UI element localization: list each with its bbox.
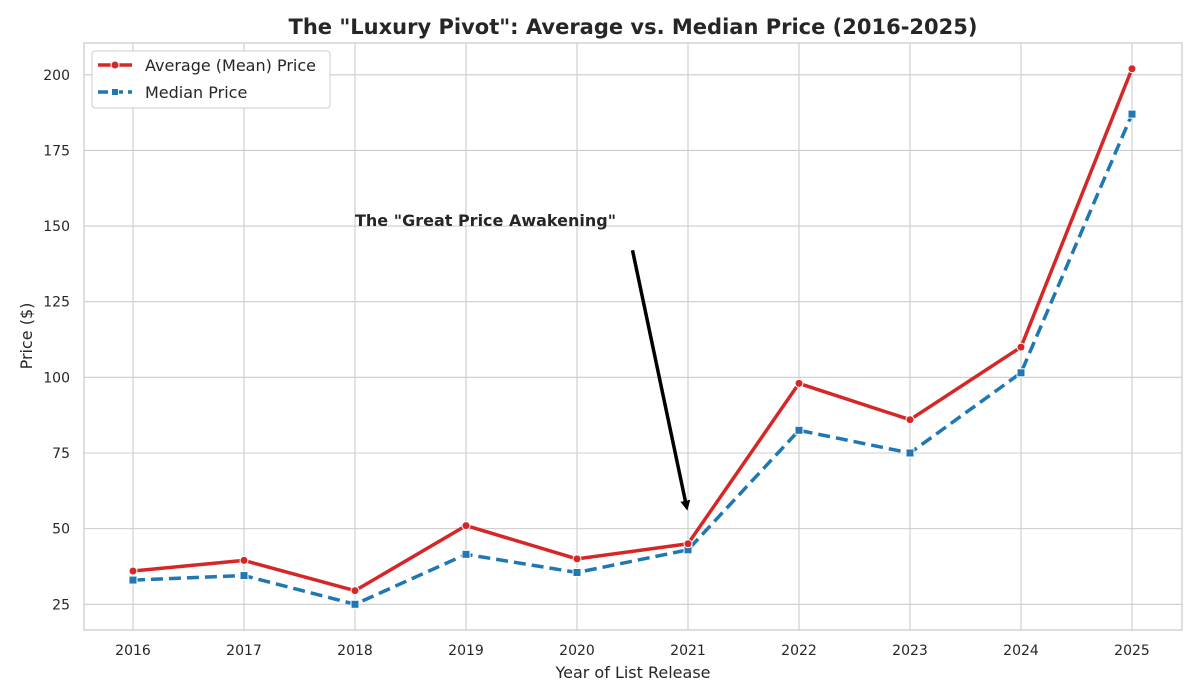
- data-point-average: [239, 555, 249, 565]
- y-tick-label: 100: [43, 370, 70, 386]
- data-point-median: [461, 549, 471, 559]
- x-tick-label: 2018: [337, 643, 373, 659]
- data-point-average: [1127, 64, 1137, 74]
- data-point-median: [239, 571, 249, 581]
- x-tick-label: 2021: [670, 643, 706, 659]
- x-tick-label: 2025: [1114, 643, 1150, 659]
- x-tick-label: 2022: [781, 643, 817, 659]
- y-tick-label: 150: [43, 219, 70, 235]
- plot-frame: [83, 42, 1183, 631]
- data-point-average: [128, 566, 138, 576]
- legend-marker-median: [111, 88, 119, 96]
- y-tick-label: 200: [43, 68, 70, 84]
- x-tick-label: 2020: [559, 643, 595, 659]
- legend-label-average: Average (Mean) Price: [145, 56, 316, 75]
- x-tick-label: 2024: [1003, 643, 1039, 659]
- chart-title: The "Luxury Pivot": Average vs. Median P…: [289, 15, 978, 39]
- y-tick-label: 125: [43, 295, 70, 311]
- y-tick-label: 75: [52, 446, 70, 462]
- x-tick-label: 2017: [226, 643, 262, 659]
- data-point-average: [572, 554, 582, 564]
- data-point-average: [350, 586, 360, 596]
- legend-box: [91, 50, 331, 109]
- data-point-median: [572, 568, 582, 578]
- series-line-median: [132, 113, 1134, 607]
- y-tick-label: 175: [43, 143, 70, 159]
- data-point-average: [905, 415, 915, 425]
- data-point-average: [683, 539, 693, 549]
- y-axis-label: Price ($): [17, 303, 36, 370]
- tick-layer: 2016 2017 2018 2019 2020 2021 2022 2023 2024 2025…: [43, 68, 1150, 659]
- data-point-average: [461, 521, 471, 531]
- y-tick-label: 50: [52, 522, 70, 538]
- x-tick-label: 2016: [115, 643, 151, 659]
- legend-label-median: Median Price: [145, 83, 247, 102]
- data-point-median: [350, 599, 360, 609]
- y-tick-label: 25: [52, 597, 70, 613]
- data-point-median: [1016, 368, 1026, 378]
- x-tick-label: 2019: [448, 643, 484, 659]
- data-point-median: [128, 575, 138, 585]
- legend-marker-average: [110, 60, 120, 70]
- series-layer: [128, 64, 1137, 609]
- data-point-average: [1016, 342, 1026, 352]
- annotation-label: The "Great Price Awakening": [355, 211, 616, 230]
- data-point-median: [1127, 109, 1137, 119]
- grid-layer: [84, 43, 1182, 630]
- annotation-layer: The "Great Price Awakening": [355, 211, 691, 511]
- x-tick-label: 2023: [892, 643, 928, 659]
- data-point-average: [794, 378, 804, 388]
- x-axis-label: Year of List Release: [554, 663, 710, 682]
- series-line-average: [132, 68, 1134, 593]
- legend: Average (Mean) Price Median Price: [91, 50, 331, 109]
- data-point-median: [905, 448, 915, 458]
- annotation-arrow: [630, 249, 691, 511]
- data-point-median: [794, 425, 804, 435]
